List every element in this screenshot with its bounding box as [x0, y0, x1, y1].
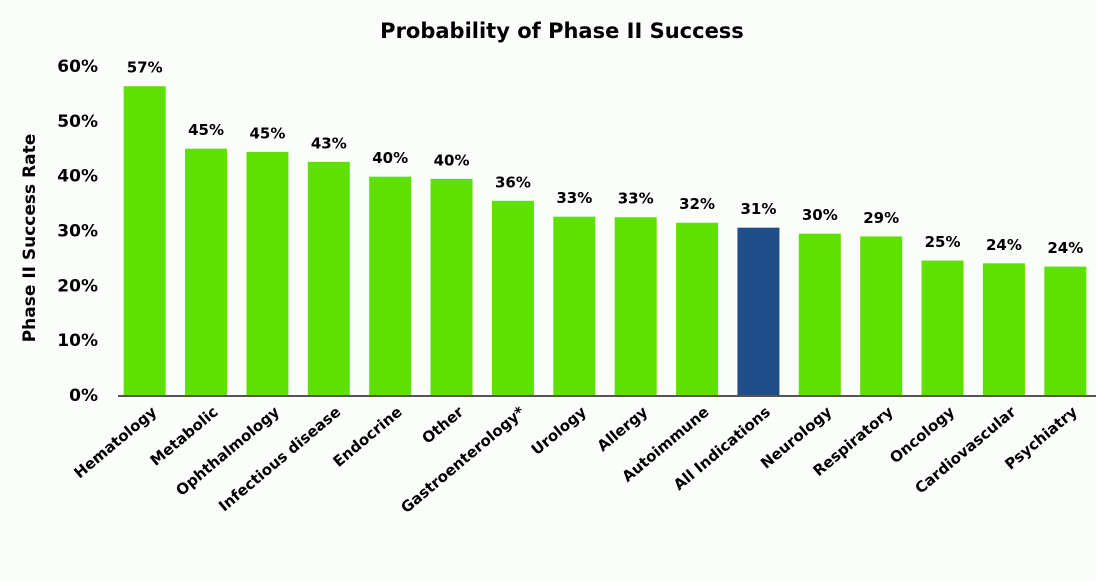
bar [921, 260, 964, 396]
y-axis-label: Phase II Success Rate [20, 134, 40, 343]
value-label: 36% [495, 173, 531, 191]
y-tick-label: 0% [69, 386, 98, 406]
value-label: 29% [863, 209, 899, 227]
bar [307, 161, 350, 396]
value-label: 33% [618, 190, 654, 208]
bar [491, 200, 534, 396]
bar [860, 236, 903, 396]
value-label: 32% [679, 195, 715, 213]
y-tick-label: 60% [57, 57, 98, 77]
value-label: 43% [311, 134, 347, 152]
value-label: 31% [740, 200, 776, 218]
y-tick-label: 20% [57, 276, 98, 296]
y-tick-label: 10% [57, 331, 98, 351]
value-label: 45% [249, 124, 285, 142]
bar [982, 263, 1025, 396]
value-label: 24% [1047, 239, 1083, 257]
y-tick-label: 50% [57, 112, 98, 132]
bar [614, 217, 657, 396]
bar [369, 176, 412, 396]
value-label: 45% [188, 121, 224, 139]
value-label: 24% [986, 236, 1022, 254]
chart-title: Probability of Phase II Success [380, 19, 744, 43]
value-label: 25% [925, 233, 961, 251]
bar [430, 178, 473, 396]
value-label: 40% [434, 151, 470, 169]
bar [185, 148, 228, 396]
bar [1044, 266, 1087, 396]
value-label: 57% [127, 59, 163, 77]
bar [676, 222, 719, 396]
y-tick-label: 30% [57, 222, 98, 242]
bar [737, 227, 780, 396]
bar [246, 151, 289, 396]
y-tick-label: 40% [57, 167, 98, 187]
bar [123, 86, 166, 397]
value-label: 33% [556, 189, 592, 207]
bar [798, 233, 841, 396]
value-label: 40% [372, 149, 408, 167]
value-label: 30% [802, 206, 838, 224]
bar [553, 216, 596, 396]
